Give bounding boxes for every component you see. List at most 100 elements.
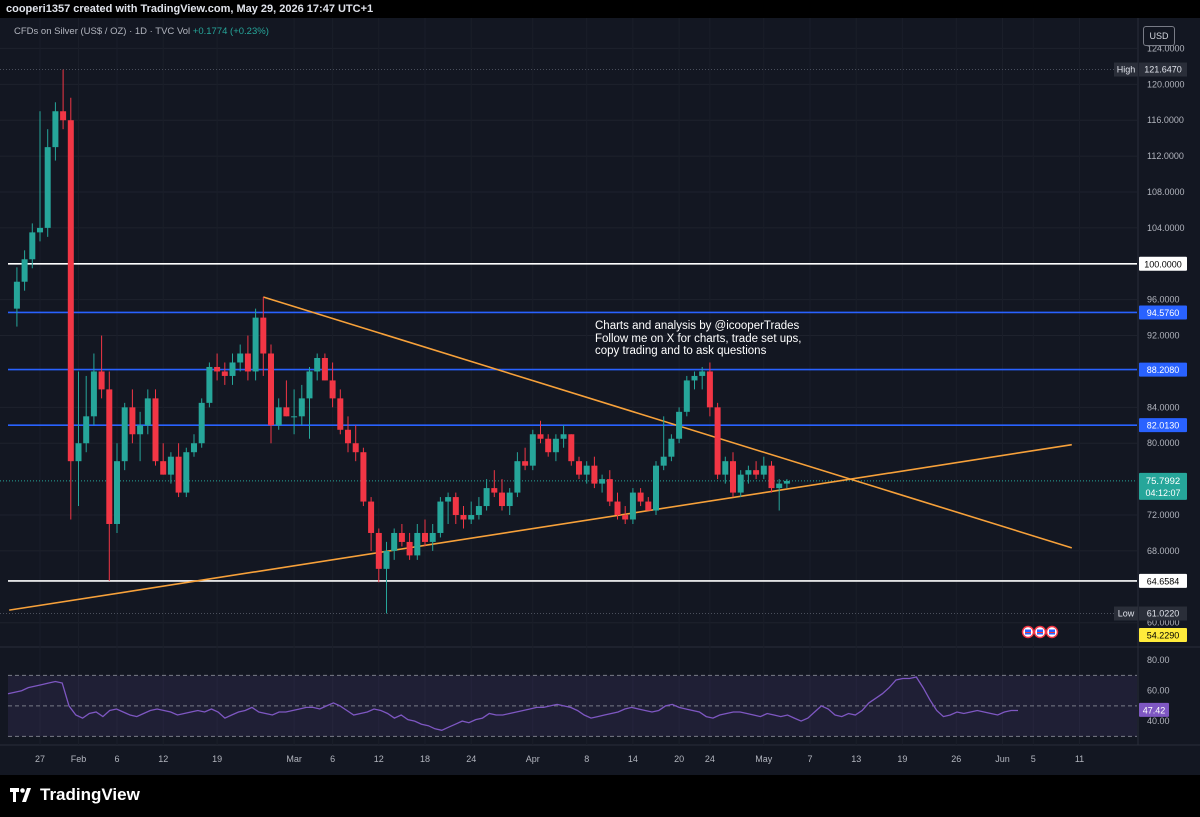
- candle-body: [398, 532, 405, 542]
- y-tick-label-6: 96.0000: [1147, 295, 1180, 305]
- candle: [714, 402, 721, 480]
- x-tick-label-2: 6: [114, 754, 119, 764]
- candle-body: [214, 366, 221, 372]
- candle: [237, 344, 244, 372]
- x-tick-label-13: 20: [674, 754, 684, 764]
- candle: [275, 398, 282, 430]
- candle: [98, 335, 105, 399]
- candle: [183, 447, 190, 498]
- candle-body: [776, 483, 783, 489]
- candle: [329, 362, 336, 408]
- horizontal-levels: [0, 69, 1137, 615]
- high-value: 121.6470: [1144, 65, 1182, 75]
- candle: [576, 456, 582, 480]
- x-tick-label-15: May: [755, 754, 773, 764]
- chart-area[interactable]: [0, 18, 1200, 775]
- candle-body: [437, 501, 444, 533]
- candle: [321, 353, 328, 381]
- y-tick-label-2: 116.0000: [1147, 115, 1184, 125]
- candle: [29, 223, 36, 269]
- candle-body: [237, 353, 244, 363]
- candle-body: [298, 398, 305, 417]
- candle: [398, 523, 405, 547]
- credit-text: cooperi1357 created with TradingView.com…: [6, 3, 374, 15]
- candle-body: [483, 488, 490, 507]
- rsi-value-tag-bg: [1139, 702, 1169, 717]
- candle-body: [291, 416, 298, 418]
- candle-body: [375, 532, 382, 569]
- bar-countdown: 04:12:07: [1145, 488, 1180, 498]
- candle: [360, 447, 367, 507]
- volume-label: Vol: [176, 26, 191, 37]
- candle-body: [306, 371, 313, 399]
- candle: [653, 461, 659, 516]
- candle: [352, 425, 359, 462]
- candle-body: [691, 375, 698, 381]
- y-tick-label-8: 84.0000: [1147, 402, 1180, 412]
- candle: [114, 443, 120, 533]
- candle: [60, 69, 67, 130]
- currency-button[interactable]: USD: [1143, 26, 1175, 46]
- candle: [760, 456, 767, 480]
- candle: [753, 461, 760, 480]
- symbol-title[interactable]: CFDs on Silver (US$ / OZ) · 1D · TVC: [14, 26, 175, 37]
- candle-body: [514, 461, 521, 493]
- annotation-line-3: copy trading and to ask questions: [595, 345, 767, 357]
- candle: [699, 366, 706, 390]
- candle-body: [653, 465, 659, 511]
- candle: [545, 434, 552, 457]
- candle: [52, 102, 59, 161]
- tradingview-logo[interactable]: TradingView: [10, 785, 140, 805]
- candle: [529, 429, 536, 471]
- candle-body: [760, 465, 767, 475]
- candle-body: [83, 416, 90, 444]
- candle-body: [429, 532, 436, 542]
- candle: [491, 470, 498, 498]
- candle: [622, 506, 629, 524]
- candle-body: [560, 434, 567, 439]
- candle-body: [345, 429, 351, 444]
- level-tag-2: 88.2080: [1147, 365, 1180, 375]
- candle-body: [714, 407, 721, 475]
- trendline-0: [9, 443, 1072, 611]
- price-axis: 124.0000 120.0000 116.0000 112.0000 108.0000…: [1147, 43, 1185, 627]
- candle-body: [268, 353, 274, 426]
- volume-tag-bg: [1139, 628, 1187, 642]
- candle: [121, 402, 128, 471]
- symbol-legend[interactable]: CFDs on Silver (US$ / OZ) · 1D · TVC Vol…: [14, 26, 269, 37]
- candle: [429, 523, 436, 551]
- price-change: +0.1774 (+0.23%): [192, 26, 269, 37]
- candle: [368, 497, 375, 551]
- candle-body: [175, 456, 182, 493]
- candle: [375, 528, 382, 583]
- x-tick-label-1: Feb: [71, 754, 87, 764]
- candle-body: [106, 389, 113, 524]
- candle: [337, 389, 344, 435]
- candle: [67, 97, 74, 520]
- candles: [13, 69, 790, 614]
- candle: [129, 389, 136, 444]
- candle: [776, 479, 783, 511]
- candle: [506, 488, 513, 516]
- candle-body: [622, 515, 629, 520]
- candle-body: [491, 488, 498, 493]
- candle: [152, 389, 159, 466]
- y-tick-label-3: 112.0000: [1147, 151, 1184, 161]
- candle-body: [745, 470, 752, 475]
- candle: [514, 452, 521, 498]
- x-tick-label-17: 13: [851, 754, 861, 764]
- candle-body: [737, 474, 744, 493]
- candle-body: [460, 515, 467, 520]
- candle: [660, 416, 667, 471]
- candle-body: [60, 111, 67, 121]
- candle-body: [114, 461, 120, 524]
- x-tick-label-16: 7: [807, 754, 812, 764]
- candle: [345, 416, 351, 453]
- rsi-tick-label-1: 60.00: [1147, 686, 1170, 696]
- candle: [691, 371, 698, 390]
- candle: [137, 411, 144, 462]
- candle: [314, 353, 321, 381]
- candle-body: [414, 532, 421, 556]
- rsi-pane: 80.00 60.00 40.00: [7, 655, 1170, 737]
